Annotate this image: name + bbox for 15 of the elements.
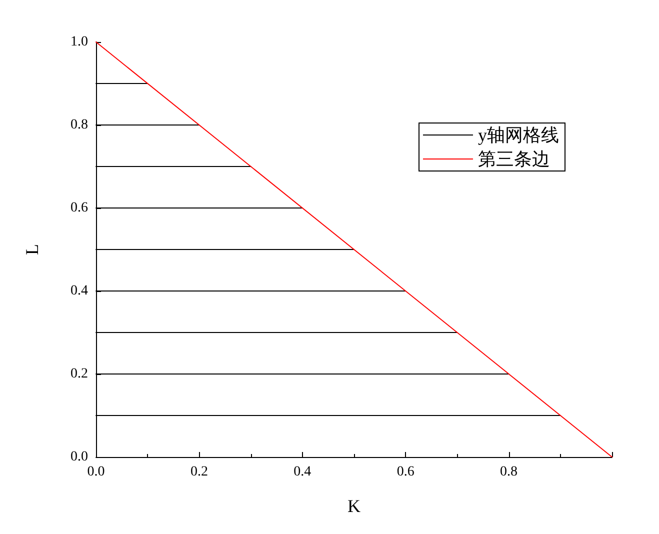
y-tick-label: 0.8: [70, 118, 88, 132]
y-axis-title: L: [22, 244, 42, 255]
y-tick-label: 0.2: [70, 366, 88, 382]
x-tick-label: 0.2: [190, 464, 208, 480]
y-tick-label: 0.4: [70, 284, 88, 298]
legend-label: 第三条边: [478, 149, 550, 169]
x-tick-label: 0.0: [87, 464, 105, 480]
legend-label: y轴网格线: [478, 125, 559, 145]
y-tick-label: 1.0: [70, 34, 88, 50]
y-tick-label: 0.0: [70, 450, 88, 464]
x-tick-label: 0.8: [500, 464, 518, 480]
x-tick-label: 0.4: [294, 464, 312, 480]
x-tick-label: 0.6: [396, 464, 414, 480]
y-tick-label: 0.6: [70, 200, 88, 216]
x-axis-title: K: [348, 496, 360, 516]
